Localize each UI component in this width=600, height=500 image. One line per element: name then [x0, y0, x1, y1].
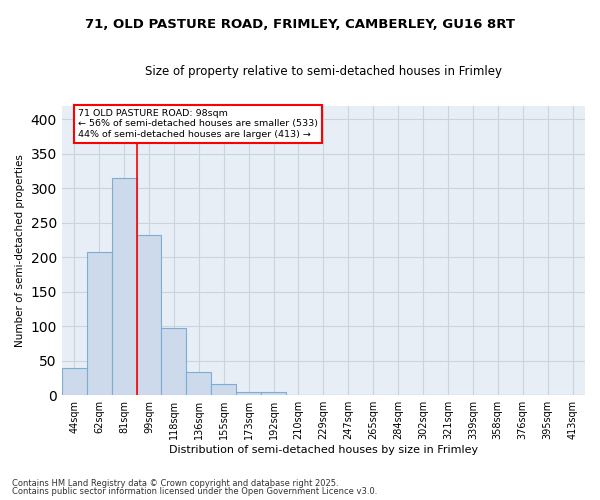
Title: Size of property relative to semi-detached houses in Frimley: Size of property relative to semi-detach… — [145, 65, 502, 78]
X-axis label: Distribution of semi-detached houses by size in Frimley: Distribution of semi-detached houses by … — [169, 445, 478, 455]
Bar — [187, 372, 211, 395]
Bar — [161, 328, 187, 395]
Bar — [211, 384, 236, 395]
Text: 71 OLD PASTURE ROAD: 98sqm
← 56% of semi-detached houses are smaller (533)
44% o: 71 OLD PASTURE ROAD: 98sqm ← 56% of semi… — [78, 109, 318, 139]
Text: Contains HM Land Registry data © Crown copyright and database right 2025.: Contains HM Land Registry data © Crown c… — [12, 478, 338, 488]
Text: Contains public sector information licensed under the Open Government Licence v3: Contains public sector information licen… — [12, 487, 377, 496]
Y-axis label: Number of semi-detached properties: Number of semi-detached properties — [15, 154, 25, 347]
Bar — [87, 252, 112, 395]
Bar — [112, 178, 137, 395]
Bar — [261, 392, 286, 395]
Bar — [137, 235, 161, 395]
Bar — [236, 392, 261, 395]
Text: 71, OLD PASTURE ROAD, FRIMLEY, CAMBERLEY, GU16 8RT: 71, OLD PASTURE ROAD, FRIMLEY, CAMBERLEY… — [85, 18, 515, 30]
Bar — [62, 368, 87, 395]
